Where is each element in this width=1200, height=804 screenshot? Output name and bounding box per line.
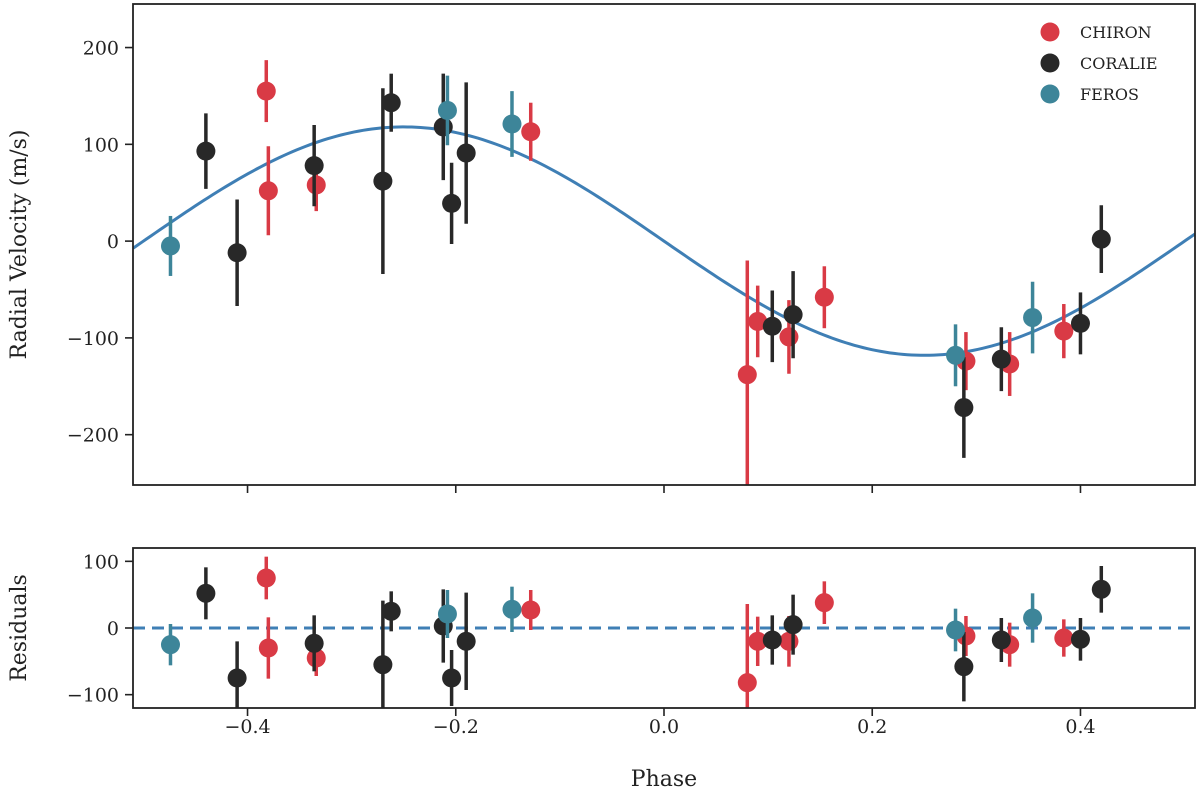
point-chiron — [779, 327, 799, 347]
point-coralie — [991, 630, 1011, 650]
legend-label-chiron: CHIRON — [1080, 23, 1152, 42]
point-feros — [946, 345, 966, 365]
legend-marker-coralie — [1040, 53, 1060, 73]
point-chiron — [737, 673, 757, 693]
point-chiron — [814, 287, 834, 307]
radial-velocity-ytick-label: 0 — [107, 231, 119, 253]
point-chiron — [814, 593, 834, 613]
point-coralie — [373, 655, 393, 675]
point-feros — [160, 635, 180, 655]
radial-velocity-ytick-label: 200 — [83, 38, 119, 60]
x-axis-label: Phase — [631, 767, 697, 792]
point-coralie — [373, 171, 393, 191]
point-coralie — [196, 141, 216, 161]
point-coralie — [954, 657, 974, 677]
x-tick-label: −0.2 — [433, 716, 479, 738]
residuals-ytick-label: 100 — [83, 551, 119, 573]
point-coralie — [1070, 313, 1090, 333]
point-chiron — [521, 600, 541, 620]
point-coralie — [456, 143, 476, 163]
legend-label-feros: FEROS — [1080, 85, 1139, 104]
radial-velocity-axes-frame — [132, 3, 1196, 486]
point-feros — [1023, 308, 1043, 328]
point-coralie — [442, 668, 462, 688]
radial-velocity-ytick-label: −100 — [67, 328, 119, 350]
point-coralie — [227, 668, 247, 688]
model-curve — [133, 125, 1195, 357]
point-coralie — [991, 349, 1011, 369]
point-coralie — [381, 93, 401, 113]
point-coralie — [381, 601, 401, 621]
point-feros — [502, 114, 522, 134]
radial-velocity-ylabel: Radial Velocity (m/s) — [7, 130, 32, 360]
point-coralie — [304, 633, 324, 653]
point-chiron — [256, 81, 276, 101]
point-chiron — [1054, 628, 1074, 648]
residuals-axes-frame — [132, 547, 1196, 709]
residuals-ytick-label: 0 — [107, 618, 119, 640]
point-coralie — [1070, 629, 1090, 649]
radial-velocity-ytick-label: 100 — [83, 134, 119, 156]
point-chiron — [748, 631, 768, 651]
x-tick-label: 0.4 — [1065, 716, 1095, 738]
point-chiron — [521, 122, 541, 142]
point-chiron — [306, 648, 326, 668]
point-coralie — [456, 631, 476, 651]
point-feros — [1023, 608, 1043, 628]
point-coralie — [783, 305, 803, 325]
point-coralie — [433, 117, 453, 137]
point-feros — [502, 599, 522, 619]
residuals-ylabel: Residuals — [7, 574, 32, 682]
point-coralie — [762, 316, 782, 336]
residuals-ytick-label: −100 — [67, 685, 119, 707]
point-feros — [946, 620, 966, 640]
point-chiron — [258, 181, 278, 201]
legend-marker-feros — [1040, 84, 1060, 104]
legend-marker-chiron — [1040, 22, 1060, 42]
point-feros — [160, 236, 180, 256]
point-coralie — [954, 398, 974, 418]
point-chiron — [306, 175, 326, 195]
point-chiron — [256, 568, 276, 588]
x-tick-label: 0.0 — [649, 716, 679, 738]
point-chiron — [748, 311, 768, 331]
point-chiron — [779, 631, 799, 651]
legend-label-coralie: CORALIE — [1080, 54, 1158, 73]
point-coralie — [1091, 579, 1111, 599]
point-feros — [437, 604, 457, 624]
point-coralie — [1091, 229, 1111, 249]
point-chiron — [258, 638, 278, 658]
point-coralie — [227, 243, 247, 263]
point-coralie — [304, 156, 324, 176]
point-chiron — [1054, 321, 1074, 341]
point-coralie — [783, 615, 803, 635]
radial-velocity-ytick-label: −200 — [67, 425, 119, 447]
point-coralie — [442, 193, 462, 213]
point-feros — [437, 100, 457, 120]
x-tick-label: −0.4 — [224, 716, 270, 738]
point-coralie — [762, 630, 782, 650]
point-coralie — [196, 583, 216, 603]
x-tick-label: 0.2 — [857, 716, 887, 738]
point-chiron — [737, 365, 757, 385]
